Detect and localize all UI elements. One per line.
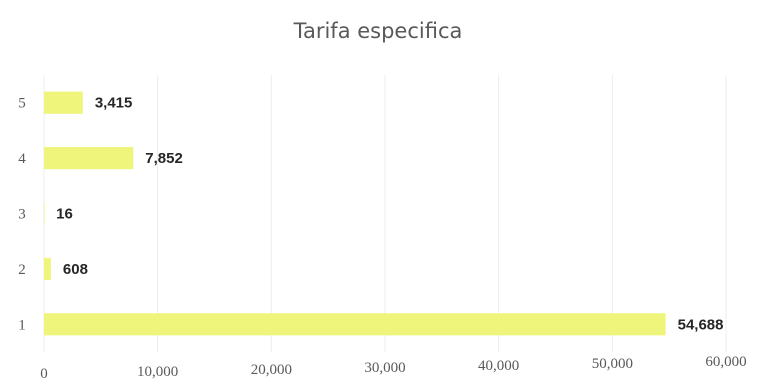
x-tick-label: 10,000 <box>137 364 178 380</box>
category-label: 3 <box>18 207 26 223</box>
chart-title: Tarifa especifica <box>293 19 463 43</box>
bar-1 <box>44 313 666 336</box>
bar-3 <box>44 202 45 225</box>
data-label: 3,415 <box>95 95 133 112</box>
data-label: 608 <box>63 261 88 278</box>
category-label: 4 <box>18 151 26 167</box>
x-tick-label: 40,000 <box>478 358 519 374</box>
x-tick-label: 60,000 <box>705 354 746 370</box>
bar-2 <box>44 257 51 280</box>
bar-5 <box>44 91 83 114</box>
x-tick-label: 50,000 <box>592 356 633 372</box>
category-label: 5 <box>18 96 26 112</box>
data-label: 54,688 <box>678 316 724 333</box>
category-label: 2 <box>18 262 26 278</box>
data-label: 7,852 <box>145 150 183 167</box>
x-tick-label: 20,000 <box>251 362 292 378</box>
x-tick-label: 0 <box>40 366 48 382</box>
category-label: 1 <box>18 317 26 333</box>
bar-4 <box>44 147 134 170</box>
data-label: 16 <box>56 206 73 223</box>
x-tick-label: 30,000 <box>364 360 405 376</box>
